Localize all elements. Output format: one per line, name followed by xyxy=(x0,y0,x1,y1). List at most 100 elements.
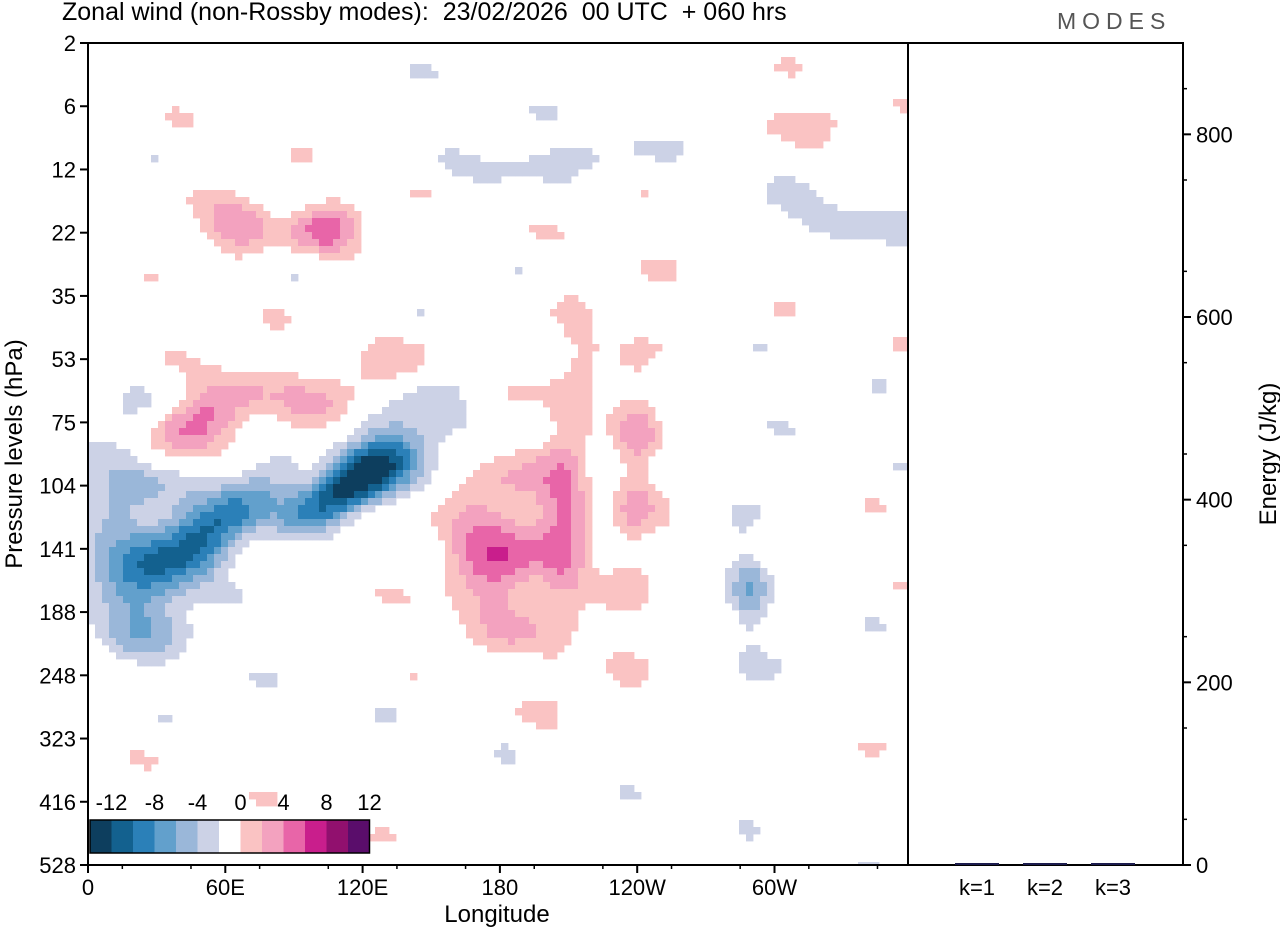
field-cell xyxy=(452,148,460,156)
field-cell xyxy=(305,148,313,156)
field-cell xyxy=(270,309,278,317)
field-cell xyxy=(578,561,586,569)
field-cell xyxy=(375,358,383,366)
field-cell xyxy=(319,211,327,219)
colorbar-swatch xyxy=(176,820,198,853)
field-cell xyxy=(368,414,376,422)
field-cell xyxy=(130,547,138,555)
field-cell xyxy=(739,512,747,520)
field-cell xyxy=(571,568,579,576)
field-cell xyxy=(550,491,558,499)
field-cell xyxy=(438,512,446,520)
field-cell xyxy=(557,589,565,597)
field-cell xyxy=(368,491,376,499)
field-cell xyxy=(557,169,565,177)
field-cell xyxy=(116,610,124,618)
field-cell xyxy=(242,498,250,506)
field-cell xyxy=(249,372,257,380)
field-cell xyxy=(557,155,565,163)
field-cell xyxy=(536,708,544,716)
field-cell xyxy=(249,526,257,534)
field-cell xyxy=(389,834,397,842)
field-cell xyxy=(522,505,530,513)
field-cell xyxy=(312,218,320,226)
field-cell xyxy=(130,463,138,471)
field-cell xyxy=(235,526,243,534)
field-cell xyxy=(270,491,278,499)
field-cell xyxy=(298,414,306,422)
field-cell xyxy=(207,568,215,576)
y-tick-label: 188 xyxy=(39,600,76,625)
field-cell xyxy=(179,589,187,597)
field-cell xyxy=(536,526,544,534)
field-cell xyxy=(648,449,656,457)
field-cell xyxy=(564,512,572,520)
field-cell xyxy=(522,624,530,632)
field-cell xyxy=(137,498,145,506)
field-cell xyxy=(347,512,355,520)
field-cell xyxy=(515,484,523,492)
colorbar-swatch xyxy=(326,820,349,853)
field-cell xyxy=(802,183,810,191)
field-cell xyxy=(410,358,418,366)
field-cell xyxy=(900,344,908,352)
field-cell xyxy=(263,799,271,807)
field-cell xyxy=(480,484,488,492)
field-cell xyxy=(361,491,369,499)
field-cell xyxy=(424,428,432,436)
field-cell xyxy=(445,400,453,408)
field-cell xyxy=(900,239,908,247)
field-cell xyxy=(466,477,474,485)
field-cell xyxy=(753,666,761,674)
field-cell xyxy=(739,519,747,527)
field-cell xyxy=(102,596,110,604)
field-cell xyxy=(543,547,551,555)
field-cell xyxy=(494,638,502,646)
field-cell xyxy=(382,351,390,359)
field-cell xyxy=(620,512,628,520)
field-cell xyxy=(319,470,327,478)
field-cell xyxy=(627,484,635,492)
field-cell xyxy=(389,491,397,499)
field-cell xyxy=(438,505,446,513)
field-cell xyxy=(137,617,145,625)
field-cell xyxy=(228,400,236,408)
field-cell xyxy=(326,414,334,422)
field-cell xyxy=(284,477,292,485)
field-cell xyxy=(333,246,341,254)
y-tick-label: 141 xyxy=(39,537,76,562)
field-cell xyxy=(403,400,411,408)
field-cell xyxy=(214,477,222,485)
field-cell xyxy=(102,498,110,506)
field-cell xyxy=(207,218,215,226)
field-cell xyxy=(578,582,586,590)
field-cell xyxy=(193,519,201,527)
field-cell xyxy=(340,400,348,408)
field-cell xyxy=(571,561,579,569)
field-cell xyxy=(291,274,299,282)
field-cell xyxy=(585,484,593,492)
field-cell xyxy=(109,645,117,653)
field-cell xyxy=(886,239,894,247)
field-cell xyxy=(851,218,859,226)
field-cell xyxy=(536,225,544,233)
field-cell xyxy=(529,477,537,485)
field-cell xyxy=(634,442,642,450)
field-cell xyxy=(564,582,572,590)
field-cell xyxy=(228,498,236,506)
field-cell xyxy=(529,512,537,520)
field-cell xyxy=(179,561,187,569)
field-cell xyxy=(242,519,250,527)
field-cell xyxy=(634,596,642,604)
field-cell xyxy=(585,309,593,317)
field-cell xyxy=(753,610,761,618)
field-cell xyxy=(102,561,110,569)
field-cell xyxy=(193,554,201,562)
field-cell xyxy=(326,484,334,492)
field-cell xyxy=(641,442,649,450)
field-cell xyxy=(298,379,306,387)
field-cell xyxy=(179,568,187,576)
field-cell xyxy=(193,372,201,380)
colorbar-swatch xyxy=(219,820,241,853)
field-cell xyxy=(298,211,306,219)
